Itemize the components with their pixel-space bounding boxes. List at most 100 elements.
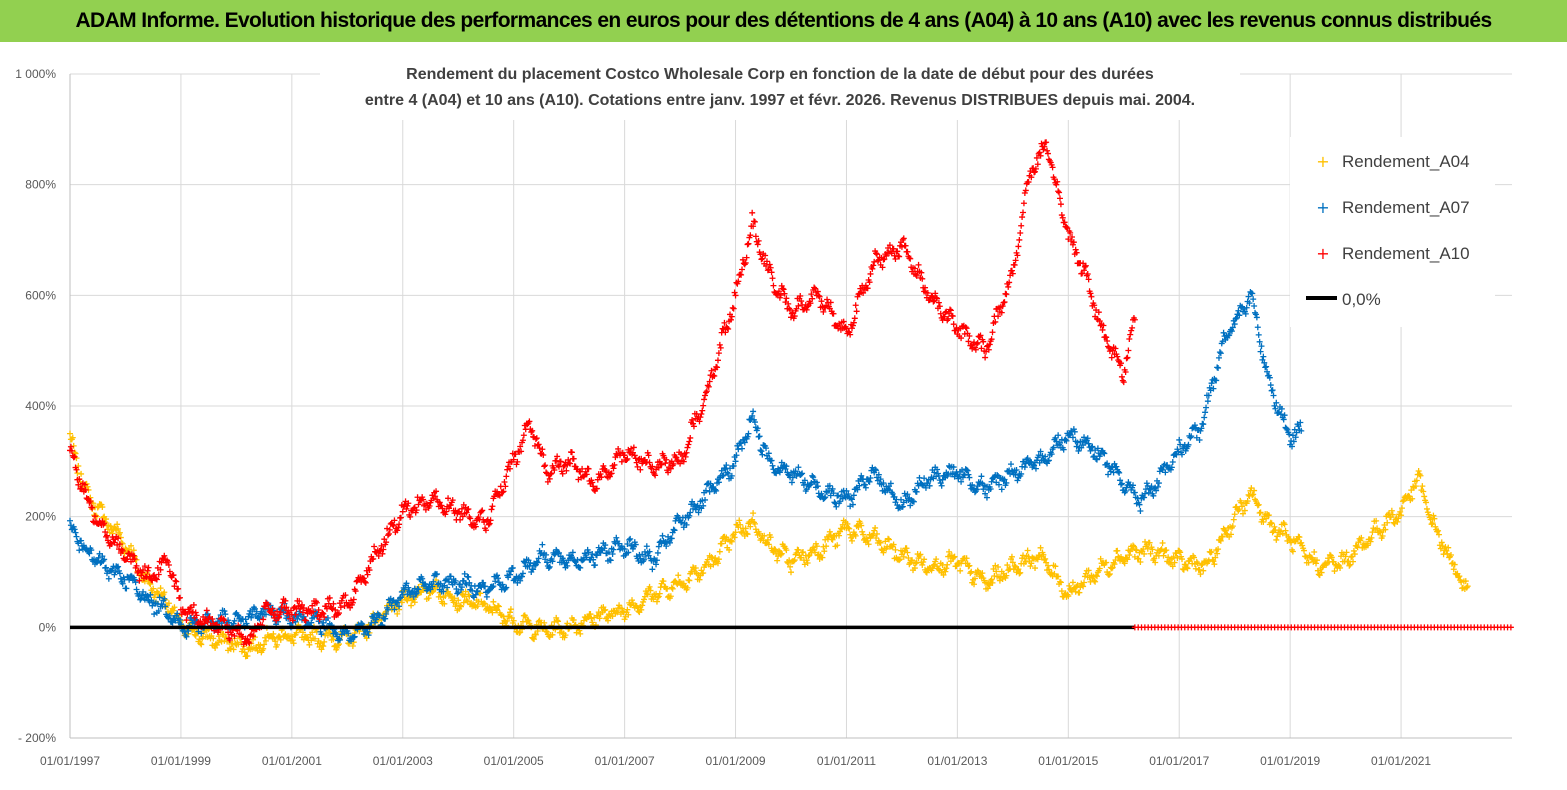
point-rendement-a04 bbox=[686, 577, 693, 584]
point-rendement-a04 bbox=[777, 551, 784, 558]
point-rendement-a04 bbox=[871, 527, 878, 534]
point-rendement-a07 bbox=[453, 585, 460, 592]
point-rendement-a07 bbox=[964, 467, 971, 474]
point-rendement-a04 bbox=[1263, 515, 1270, 522]
point-rendement-a07 bbox=[311, 614, 318, 621]
point-rendement-a07 bbox=[1201, 414, 1208, 421]
point-rendement-a04 bbox=[988, 576, 995, 583]
point-rendement-a07 bbox=[1152, 484, 1159, 491]
point-rendement-a10 bbox=[1044, 147, 1051, 154]
point-rendement-a04 bbox=[1076, 589, 1083, 596]
point-rendement-a04 bbox=[1423, 499, 1430, 506]
point-rendement-a07 bbox=[437, 580, 444, 587]
point-rendement-a04 bbox=[494, 606, 501, 613]
point-rendement-a04 bbox=[921, 556, 928, 563]
point-rendement-a04 bbox=[823, 543, 830, 550]
point-rendement-a04 bbox=[531, 636, 538, 643]
point-rendement-a10 bbox=[172, 577, 179, 584]
point-rendement-a07 bbox=[730, 462, 737, 469]
point-rendement-a07 bbox=[429, 583, 436, 590]
point-rendement-a04 bbox=[696, 576, 703, 583]
point-rendement-a07 bbox=[982, 490, 989, 497]
point-rendement-a07 bbox=[978, 473, 985, 480]
point-rendement-a07 bbox=[531, 562, 538, 569]
point-rendement-a04 bbox=[1368, 534, 1375, 541]
point-rendement-a07 bbox=[867, 474, 874, 481]
point-rendement-a04 bbox=[890, 541, 897, 548]
point-rendement-a04 bbox=[1065, 593, 1072, 600]
point-rendement-a04 bbox=[114, 521, 121, 528]
legend-label-a10: Rendement_A10 bbox=[1342, 244, 1470, 263]
point-rendement-a07 bbox=[415, 586, 422, 593]
y-tick-label: 200% bbox=[25, 510, 56, 524]
point-rendement-a04 bbox=[1434, 528, 1441, 535]
point-rendement-a07 bbox=[318, 631, 325, 638]
point-rendement-a07 bbox=[1081, 434, 1088, 441]
point-rendement-a07 bbox=[542, 556, 549, 563]
point-rendement-a07 bbox=[1131, 489, 1138, 496]
point-rendement-a07 bbox=[1154, 483, 1161, 490]
point-rendement-a04 bbox=[1058, 588, 1065, 595]
point-rendement-a07 bbox=[707, 480, 714, 487]
point-rendement-a04 bbox=[549, 631, 556, 638]
chart-title-background bbox=[320, 54, 1240, 120]
point-rendement-a04 bbox=[535, 618, 542, 625]
x-tick-label: 01/01/2009 bbox=[706, 754, 766, 768]
point-rendement-a04 bbox=[290, 640, 297, 647]
point-rendement-a04 bbox=[221, 637, 228, 644]
x-tick-label: 01/01/2011 bbox=[817, 754, 876, 768]
point-rendement-a07 bbox=[546, 563, 553, 570]
point-rendement-a04 bbox=[507, 606, 514, 613]
point-rendement-a04 bbox=[1231, 511, 1238, 518]
point-rendement-a07 bbox=[543, 551, 550, 558]
point-rendement-a04 bbox=[787, 563, 794, 570]
point-rendement-a07 bbox=[843, 487, 850, 494]
point-rendement-a04 bbox=[963, 555, 970, 562]
point-rendement-a07 bbox=[1110, 469, 1117, 476]
point-rendement-a07 bbox=[969, 481, 976, 488]
point-rendement-a07 bbox=[776, 469, 783, 476]
point-rendement-a07 bbox=[351, 633, 358, 640]
point-rendement-a10 bbox=[1057, 201, 1064, 208]
point-rendement-a07 bbox=[1014, 477, 1021, 484]
point-rendement-a04 bbox=[577, 630, 584, 637]
point-rendement-a04 bbox=[1219, 533, 1226, 540]
point-rendement-a04 bbox=[933, 556, 940, 563]
point-rendement-a07 bbox=[877, 476, 884, 483]
point-rendement-a04 bbox=[1250, 491, 1257, 498]
point-rendement-a04 bbox=[989, 579, 996, 586]
point-rendement-a04 bbox=[935, 566, 942, 573]
point-rendement-a04 bbox=[1066, 582, 1073, 589]
point-rendement-a07 bbox=[795, 464, 802, 471]
point-rendement-a04 bbox=[655, 593, 662, 600]
point-rendement-a07 bbox=[519, 570, 526, 577]
point-rendement-a04 bbox=[506, 609, 513, 616]
point-rendement-a04 bbox=[1288, 539, 1295, 546]
point-rendement-a04 bbox=[453, 600, 460, 607]
point-rendement-a10 bbox=[386, 526, 393, 533]
point-rendement-a10 bbox=[1018, 222, 1025, 229]
point-rendement-a10 bbox=[684, 444, 691, 451]
point-rendement-a07 bbox=[725, 470, 732, 477]
point-rendement-a10 bbox=[399, 508, 406, 515]
point-rendement-a07 bbox=[174, 610, 181, 617]
point-rendement-a04 bbox=[1399, 498, 1406, 505]
y-tick-label: - 200% bbox=[18, 731, 56, 745]
x-tick-label: 01/01/2005 bbox=[484, 754, 544, 768]
point-rendement-a04 bbox=[917, 551, 924, 558]
point-rendement-a10 bbox=[937, 310, 944, 317]
point-rendement-a07 bbox=[609, 550, 616, 557]
point-rendement-a04 bbox=[1384, 519, 1391, 526]
point-rendement-a07 bbox=[880, 480, 887, 487]
point-rendement-a07 bbox=[430, 578, 437, 585]
point-rendement-a04 bbox=[587, 611, 594, 618]
point-rendement-a07 bbox=[833, 503, 840, 510]
point-rendement-a04 bbox=[1055, 573, 1062, 580]
point-rendement-a04 bbox=[1080, 583, 1087, 590]
point-rendement-a04 bbox=[1257, 509, 1264, 516]
point-rendement-a07 bbox=[1147, 486, 1154, 493]
point-rendement-a04 bbox=[474, 603, 481, 610]
point-rendement-a04 bbox=[852, 532, 859, 539]
point-rendement-a07 bbox=[71, 526, 78, 533]
point-rendement-a10 bbox=[851, 315, 858, 322]
